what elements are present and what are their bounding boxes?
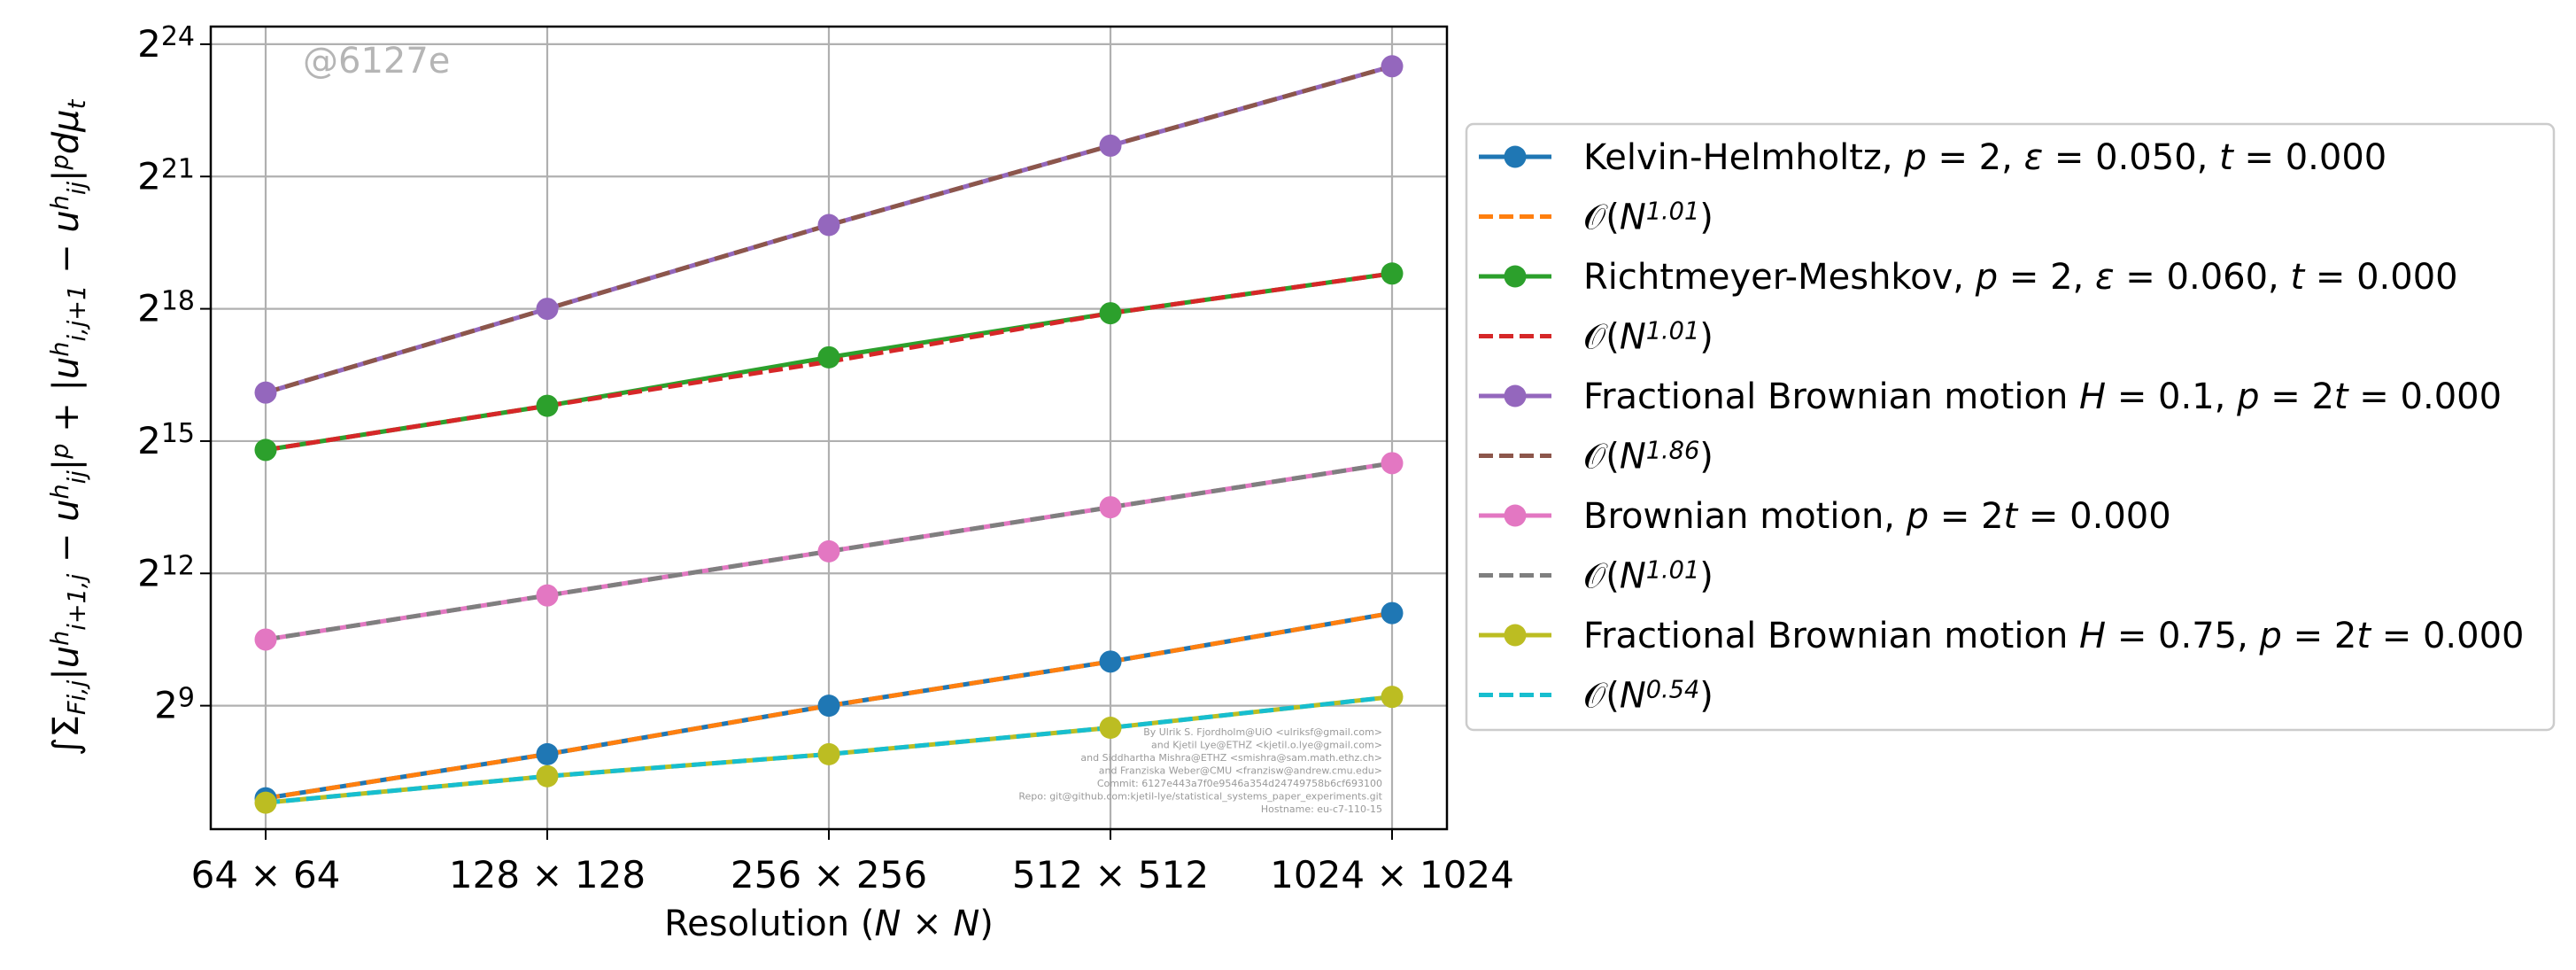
data-point [536,742,559,765]
watermark: @6127e [303,41,450,81]
legend-entry: 𝒪(N1.01) [1479,556,1713,597]
legend-marker [1504,384,1527,407]
y-axis-ticks: 29 212 215 218 221 224 [137,20,211,727]
legend-marker [1504,265,1527,288]
data-point [1099,134,1122,157]
y-tick-label: 224 [137,20,195,66]
legend-label: Brownian motion, p = 2t = 0.000 [1583,496,2171,537]
data-point [1099,302,1122,325]
data-point [1099,496,1122,519]
legend-marker [1504,145,1527,168]
data-point [817,695,840,718]
legend-label: Kelvin-Helmholtz, p = 2, ε = 0.050, t = … [1583,137,2386,178]
series-line-7 [265,461,1393,642]
series-line-9 [265,695,1393,805]
legend-marker [1504,504,1527,527]
legend-label: 𝒪(N1.01) [1583,556,1713,597]
data-point [254,628,277,651]
data-point [254,791,277,814]
y-tick-label: 212 [137,550,195,595]
data-point [254,438,277,462]
data-point [817,742,840,765]
x-tick-label: 128 × 128 [449,853,646,896]
data-point [1381,55,1404,78]
x-axis-label: Resolution (N × N) [664,904,994,944]
legend-label: 𝒪(N0.54) [1583,676,1713,717]
data-point [817,213,840,237]
data-point [1099,717,1122,740]
data-point [1099,650,1122,673]
series-line-5 [265,64,1393,395]
legend-label: 𝒪(N1.01) [1583,198,1713,238]
y-tick-label: 215 [137,417,195,462]
legend-entry: 𝒪(N0.54) [1479,676,1713,717]
footer-line: Repo: git@github.com:kjetil-lye/statisti… [1018,791,1382,803]
legend-entry: 𝒪(N1.01) [1479,198,1713,238]
footer-line: By Ulrik S. Fjordholm@UiO <ulriksf@gmail… [1143,726,1382,738]
legend-label: Richtmeyer-Meshkov, p = 2, ε = 0.060, t … [1583,257,2458,298]
x-tick-label: 1024 × 1024 [1270,853,1514,896]
x-tick-label: 256 × 256 [731,853,927,896]
data-point [817,539,840,563]
series-markers [254,55,1404,814]
legend-entry: Fractional Brownian motion H = 0.1, p = … [1479,376,2502,417]
legend: Kelvin-Helmholtz, p = 2, ε = 0.050, t = … [1465,122,2556,732]
data-point [1381,452,1404,475]
legend-entry: 𝒪(N1.01) [1479,317,1713,358]
footer-line: and Siddhartha Mishra@ETHZ <smishra@sam.… [1080,752,1382,764]
legend-label: Fractional Brownian motion H = 0.1, p = … [1583,376,2502,417]
x-tick-label: 64 × 64 [191,853,341,896]
legend-entry: Kelvin-Helmholtz, p = 2, ε = 0.050, t = … [1479,137,2386,178]
legend-entry: Brownian motion, p = 2t = 0.000 [1479,496,2171,537]
legend-marker [1504,624,1527,647]
legend-label: Fractional Brownian motion H = 0.75, p =… [1583,616,2525,656]
data-point [536,764,559,788]
legend-label: 𝒪(N1.01) [1583,317,1713,358]
legend-entry: Fractional Brownian motion H = 0.75, p =… [1479,616,2525,656]
data-point [1381,686,1404,709]
x-tick-label: 512 × 512 [1012,853,1209,896]
data-point [1381,601,1404,625]
y-tick-label: 221 [137,153,195,198]
grid-lines [211,27,1447,829]
data-point [536,584,559,607]
legend-entry: 𝒪(N1.86) [1479,437,1713,477]
data-point [254,381,277,404]
legend-entry: Richtmeyer-Meshkov, p = 2, ε = 0.060, t … [1479,257,2458,298]
data-point [536,394,559,417]
footer-line: and Franziska Weber@CMU <franzisw@andrew… [1099,765,1382,777]
provenance-footer: By Ulrik S. Fjordholm@UiO <ulriksf@gmail… [1018,726,1382,815]
footer-line: Commit: 6127e443a7f0e9546a354d24749758b6… [1097,778,1382,789]
footer-line: and Kjetil Lye@ETHZ <kjetil.o.lye@gmail.… [1151,740,1382,751]
y-axis-label: ∫ΣFi,j|uhi+1,j − uhij|p + |uhi,j+1 − uhi… [46,98,91,756]
y-tick-label: 218 [137,285,195,330]
data-point [1381,262,1404,285]
y-tick-label: 29 [154,682,195,727]
legend-box [1465,122,2556,732]
footer-line: Hostname: eu-c7-110-15 [1261,803,1382,815]
legend-label: 𝒪(N1.86) [1583,437,1713,477]
data-point [817,345,840,369]
series-line-3 [265,271,1393,453]
x-axis-ticks: 64 × 64 128 × 128 256 × 256 512 × 512 1024 ×… [191,829,1514,896]
data-point [536,298,559,321]
